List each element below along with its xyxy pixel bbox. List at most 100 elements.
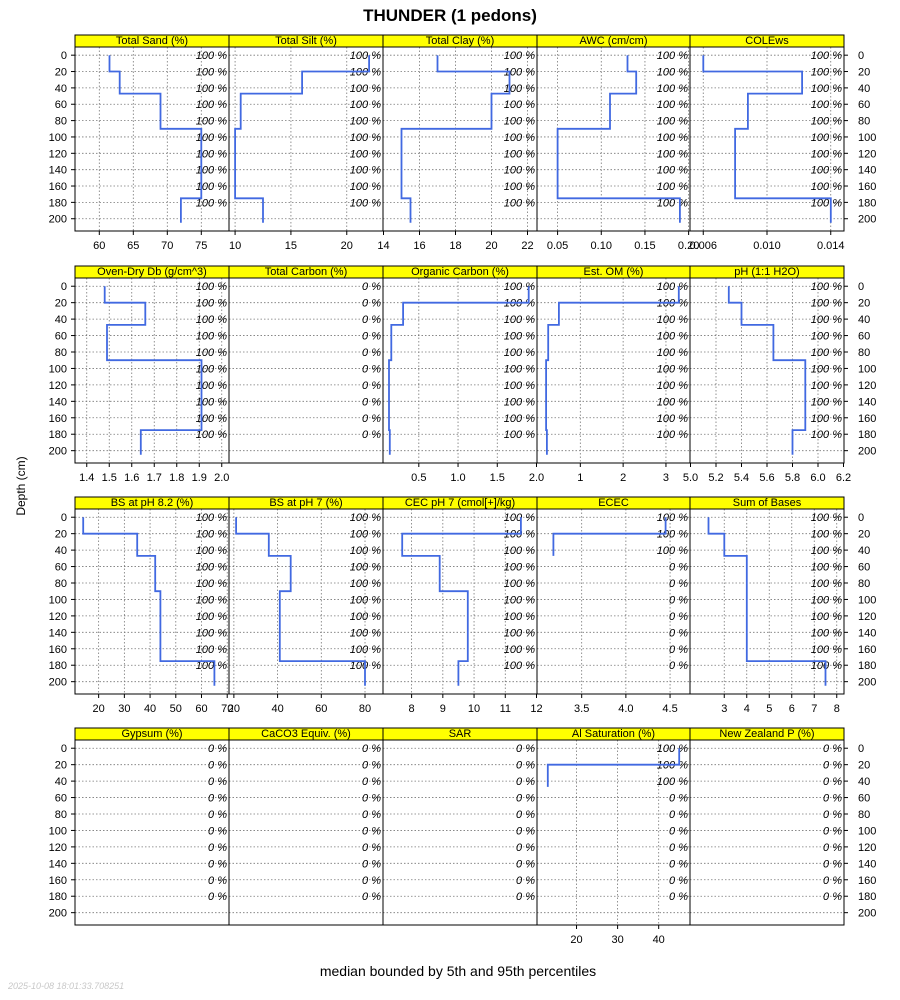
panel-title: Gypsum (%) bbox=[121, 728, 182, 740]
percent-label: 100 % bbox=[811, 148, 842, 160]
percent-label: 100 % bbox=[657, 314, 688, 326]
y-tick-label: 0 bbox=[61, 512, 67, 524]
percent-label: 100 % bbox=[196, 181, 227, 193]
y-tick-label: 80 bbox=[55, 347, 67, 359]
percent-label: 100 % bbox=[657, 413, 688, 425]
percent-label: 100 % bbox=[504, 396, 535, 408]
y-tick-label: 60 bbox=[55, 99, 67, 111]
x-tick-label: 1.5 bbox=[490, 472, 505, 484]
panel-title: Oven-Dry Db (g/cm^3) bbox=[97, 266, 207, 278]
y-tick-label-right: 60 bbox=[858, 99, 870, 111]
y-tick-label: 120 bbox=[49, 148, 67, 160]
percent-label: 100 % bbox=[350, 512, 381, 524]
percent-label: 0 % bbox=[362, 825, 381, 837]
x-tick-label: 30 bbox=[118, 703, 130, 715]
y-tick-label-right: 160 bbox=[858, 181, 876, 193]
percent-label: 100 % bbox=[504, 132, 535, 144]
percent-label: 100 % bbox=[504, 50, 535, 62]
y-tick-label-right: 180 bbox=[858, 660, 876, 672]
percent-label: 100 % bbox=[350, 529, 381, 541]
x-tick-label: 5.2 bbox=[708, 472, 723, 484]
y-tick-label-right: 80 bbox=[858, 809, 870, 821]
percent-label: 100 % bbox=[504, 67, 535, 79]
y-tick-label-right: 60 bbox=[858, 793, 870, 805]
x-tick-label: 20 bbox=[93, 703, 105, 715]
percent-label: 100 % bbox=[196, 50, 227, 62]
percent-label: 100 % bbox=[657, 281, 688, 293]
panel-title: Organic Carbon (%) bbox=[411, 266, 509, 278]
chart-title: THUNDER (1 pedons) bbox=[363, 6, 537, 25]
percent-label: 100 % bbox=[657, 545, 688, 557]
percent-label: 0 % bbox=[669, 825, 688, 837]
percent-label: 0 % bbox=[362, 380, 381, 392]
x-tick-label: 5.0 bbox=[683, 472, 698, 484]
x-tick-label: 0.10 bbox=[591, 240, 612, 252]
y-tick-label-right: 0 bbox=[858, 512, 864, 524]
x-tick-label: 30 bbox=[611, 934, 623, 946]
panel-title: New Zealand P (%) bbox=[719, 728, 814, 740]
y-tick-label-right: 80 bbox=[858, 116, 870, 128]
y-tick-label: 80 bbox=[55, 116, 67, 128]
percent-label: 100 % bbox=[350, 83, 381, 95]
y-tick-label-right: 100 bbox=[858, 132, 876, 144]
y-tick-label: 140 bbox=[49, 165, 67, 177]
percent-label: 0 % bbox=[823, 776, 842, 788]
y-tick-label: 200 bbox=[49, 214, 67, 226]
x-tick-label: 10 bbox=[468, 703, 480, 715]
percent-label: 100 % bbox=[811, 413, 842, 425]
percent-label: 100 % bbox=[811, 281, 842, 293]
percent-label: 100 % bbox=[811, 165, 842, 177]
panel-title: CEC pH 7 (cmol[+]/kg) bbox=[405, 497, 515, 509]
x-tick-label: 40 bbox=[144, 703, 156, 715]
percent-label: 100 % bbox=[657, 363, 688, 375]
x-tick-label: 2.0 bbox=[529, 472, 544, 484]
percent-label: 0 % bbox=[823, 809, 842, 821]
percent-label: 0 % bbox=[362, 760, 381, 772]
panel-1: Total Silt (%) 100 % 100 % 100 % 100 % 100 % 1… bbox=[228, 34, 384, 252]
percent-label: 100 % bbox=[504, 413, 535, 425]
percent-label: 100 % bbox=[350, 562, 381, 574]
percent-label: 100 % bbox=[350, 148, 381, 160]
panel-18: Al Saturation (%)100 %100 %100 %0 %0 %0 … bbox=[536, 727, 691, 946]
percent-label: 0 % bbox=[516, 891, 535, 903]
percent-label: 100 % bbox=[657, 83, 688, 95]
x-tick-label: 60 bbox=[93, 240, 105, 252]
y-tick-label: 0 bbox=[61, 743, 67, 755]
x-tick-label: 40 bbox=[653, 934, 665, 946]
percent-label: 100 % bbox=[504, 363, 535, 375]
y-tick-label-right: 140 bbox=[858, 165, 876, 177]
profile-line bbox=[702, 55, 832, 223]
percent-label: 100 % bbox=[811, 611, 842, 623]
percent-label: 100 % bbox=[811, 83, 842, 95]
percent-label: 100 % bbox=[504, 380, 535, 392]
percent-label: 100 % bbox=[196, 197, 227, 209]
y-tick-label-right: 200 bbox=[858, 677, 876, 689]
percent-label: 100 % bbox=[504, 594, 535, 606]
panel-title: BS at pH 8.2 (%) bbox=[111, 497, 194, 509]
percent-label: 0 % bbox=[516, 825, 535, 837]
x-tick-label: 1.0 bbox=[450, 472, 465, 484]
percent-label: 0 % bbox=[669, 611, 688, 623]
y-tick-label-right: 180 bbox=[858, 429, 876, 441]
y-tick-label: 160 bbox=[49, 413, 67, 425]
x-tick-label: 15 bbox=[285, 240, 297, 252]
percent-label: 100 % bbox=[350, 132, 381, 144]
percent-label: 0 % bbox=[669, 594, 688, 606]
x-tick-label: 3 bbox=[663, 472, 669, 484]
profile-line bbox=[82, 517, 216, 686]
percent-label: 100 % bbox=[196, 594, 227, 606]
panel-title: SAR bbox=[449, 728, 472, 740]
x-tick-label: 20 bbox=[485, 240, 497, 252]
y-tick-label: 140 bbox=[49, 627, 67, 639]
x-tick-label: 9 bbox=[440, 703, 446, 715]
y-tick-label-right: 120 bbox=[858, 380, 876, 392]
x-tick-label: 80 bbox=[359, 703, 371, 715]
y-tick-label: 180 bbox=[49, 197, 67, 209]
percent-label: 0 % bbox=[669, 875, 688, 887]
y-tick-label: 60 bbox=[55, 331, 67, 343]
percent-label: 100 % bbox=[811, 116, 842, 128]
percent-label: 100 % bbox=[811, 380, 842, 392]
x-tick-label: 1 bbox=[577, 472, 583, 484]
percent-label: 100 % bbox=[657, 165, 688, 177]
profile-line bbox=[727, 286, 807, 455]
